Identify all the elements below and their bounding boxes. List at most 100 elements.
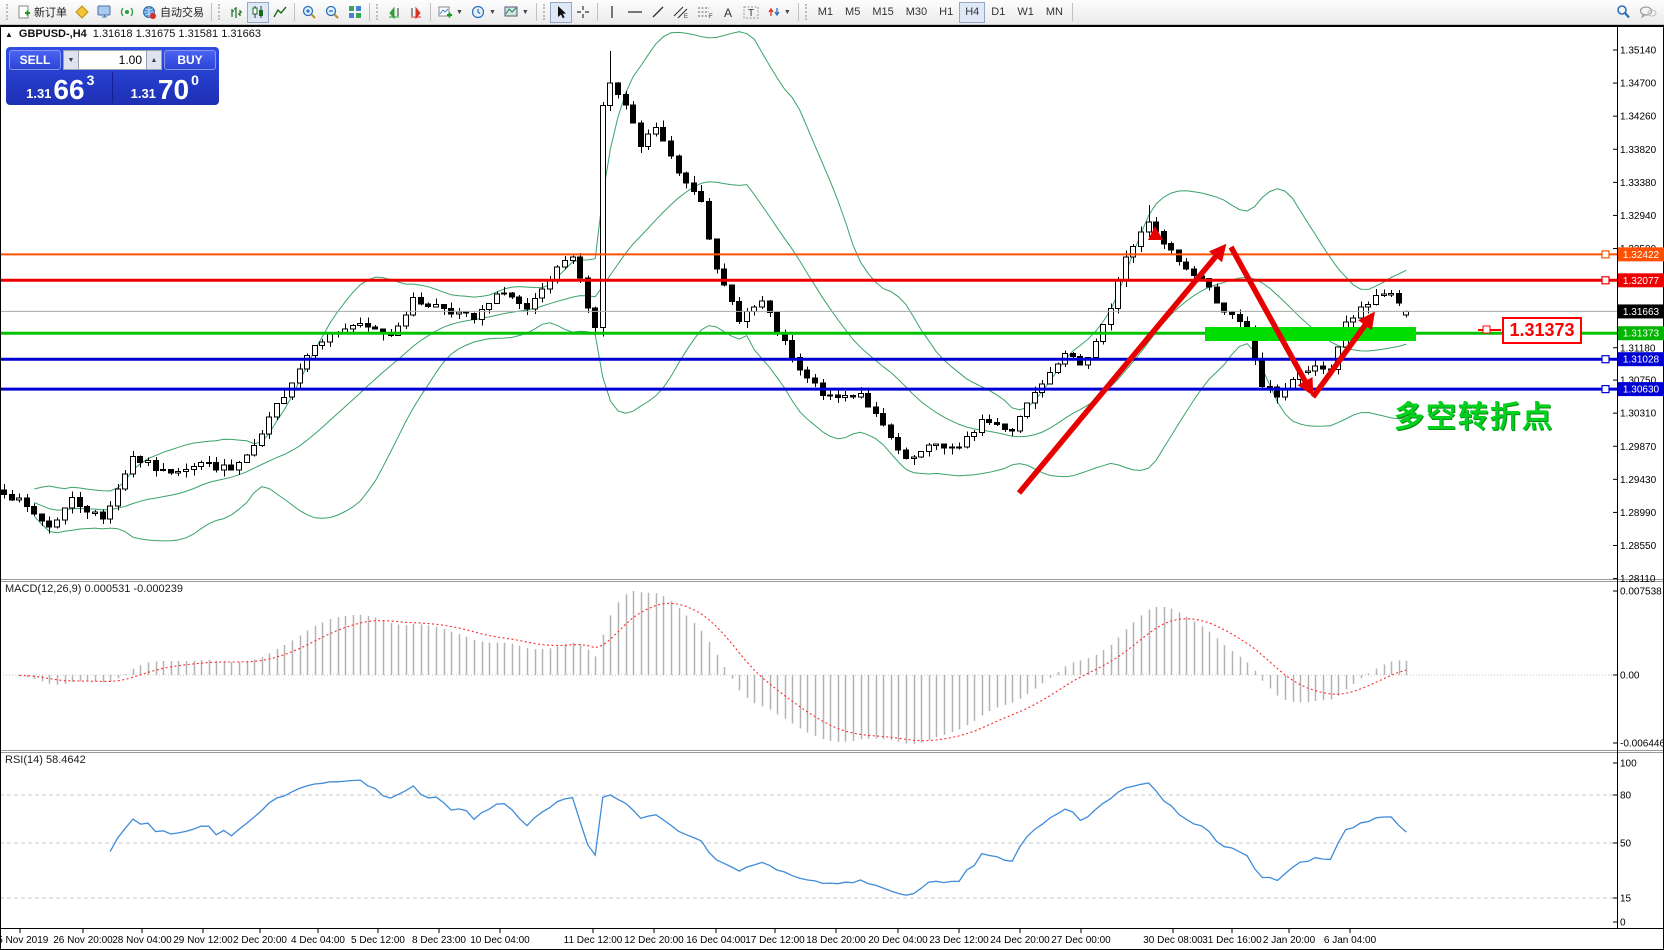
periods-button[interactable]: ▼ — [467, 2, 500, 23]
arrows-objects-button[interactable]: ▼ — [763, 2, 795, 23]
template-button[interactable]: ▼ — [500, 2, 533, 23]
toolbar-drag-handle[interactable] — [6, 4, 10, 20]
svg-text:1.29430: 1.29430 — [1620, 475, 1657, 486]
tile-windows-button[interactable] — [344, 2, 366, 23]
sell-button[interactable]: SELL — [9, 50, 61, 70]
new-order-button[interactable]: 新订单 — [13, 2, 71, 23]
svg-text:1.32077: 1.32077 — [1623, 276, 1660, 287]
volume-decrease-button[interactable]: ▼ — [63, 50, 79, 70]
peak-marker-triangle[interactable] — [1148, 226, 1163, 240]
hourglass-icon — [75, 5, 89, 19]
tf-button-M30[interactable]: M30 — [900, 2, 933, 23]
new-order-icon — [17, 5, 31, 19]
toolbar: 新订单 自动交易 — [0, 0, 1664, 25]
collapse-arrow-icon[interactable]: ▲ — [5, 29, 13, 39]
svg-text:80: 80 — [1620, 791, 1632, 802]
equidistant-channel-button[interactable]: E — [669, 2, 693, 23]
svg-text:1.34700: 1.34700 — [1620, 79, 1657, 90]
zoom-out-button[interactable] — [321, 2, 344, 23]
svg-text:50: 50 — [1620, 839, 1632, 850]
zoom-in-button[interactable] — [298, 2, 321, 23]
history-center-button[interactable] — [71, 2, 93, 23]
new-chart-icon — [438, 5, 453, 19]
volume-input[interactable] — [79, 50, 146, 70]
buy-price-small: 1.31 — [130, 86, 156, 101]
cursor-button[interactable] — [549, 1, 572, 23]
tf-button-M15[interactable]: M15 — [866, 2, 899, 23]
price-callout-label[interactable]: 1.31373 — [1502, 317, 1582, 344]
price-axis[interactable]: 1.35140 1.34700 1.34260 1.33820 1.33380 1.329… — [1613, 26, 1664, 929]
toolbar-drag-handle[interactable] — [804, 4, 809, 20]
tf-button-W1[interactable]: W1 — [1011, 2, 1040, 23]
trendline-icon — [651, 5, 665, 19]
line-chart-button[interactable] — [269, 2, 291, 23]
fibonacci-button[interactable]: F — [693, 2, 717, 23]
chat-button[interactable] — [1635, 2, 1661, 23]
text-button[interactable]: A — [717, 2, 739, 23]
candlestick-chart-button[interactable] — [247, 1, 269, 23]
signals-button[interactable] — [116, 2, 138, 23]
tf-button-D1[interactable]: D1 — [985, 2, 1011, 23]
buy-price-big: 70 — [157, 73, 190, 105]
text-label-button[interactable]: T — [739, 2, 763, 23]
toolbar-drag-handle[interactable] — [542, 4, 547, 20]
volume-increase-button[interactable]: ▲ — [146, 50, 162, 70]
bar-chart-button[interactable] — [225, 2, 247, 23]
svg-text:23 Dec 12:00: 23 Dec 12:00 — [929, 935, 989, 946]
trendline-button[interactable] — [647, 2, 669, 23]
svg-text:F: F — [709, 14, 713, 19]
turning-point-annotation[interactable]: 多空转折点 — [1394, 401, 1554, 434]
panel-separators[interactable] — [0, 25, 1664, 950]
autotrade-button[interactable]: 自动交易 — [138, 2, 208, 23]
trend-arrows[interactable] — [1016, 243, 1376, 495]
svg-text:16 Dec 04:00: 16 Dec 04:00 — [686, 935, 746, 946]
buy-button[interactable]: BUY — [164, 50, 216, 70]
svg-text:1.34260: 1.34260 — [1620, 112, 1657, 123]
svg-text:100: 100 — [1620, 759, 1637, 770]
svg-text:29 Nov 12:00: 29 Nov 12:00 — [173, 935, 233, 946]
rsi-indicator-label: RSI(14) 58.4642 — [5, 754, 86, 766]
zoom-in-icon — [302, 5, 317, 20]
svg-text:25 Nov 2019: 25 Nov 2019 — [0, 935, 49, 946]
tf-button-H4[interactable]: H4 — [959, 1, 986, 23]
tf-button-H1[interactable]: H1 — [933, 2, 959, 23]
search-button[interactable] — [1611, 2, 1635, 23]
horizontal-line-button[interactable] — [623, 2, 647, 23]
toolbar-separator — [596, 3, 598, 21]
svg-text:18 Dec 20:00: 18 Dec 20:00 — [806, 935, 866, 946]
tf-button-M5[interactable]: M5 — [839, 2, 866, 23]
channel-icon: E — [673, 5, 689, 19]
bar-chart-icon — [229, 5, 243, 19]
svg-text:1.30310: 1.30310 — [1620, 409, 1657, 420]
chart-symbol: GBPUSD-,H4 — [18, 28, 87, 40]
svg-text:1.29870: 1.29870 — [1620, 442, 1657, 453]
new-order-label: 新订单 — [34, 7, 67, 19]
auto-scroll-icon — [387, 5, 401, 19]
sell-price[interactable]: 1.31 66 3 — [9, 72, 113, 103]
svg-text:10 Dec 04:00: 10 Dec 04:00 — [470, 935, 530, 946]
text-label-icon: T — [743, 5, 759, 19]
dropdown-arrow: ▼ — [783, 8, 791, 16]
tf-button-MN[interactable]: MN — [1040, 2, 1069, 23]
svg-text:A: A — [724, 6, 732, 19]
buy-price[interactable]: 1.31 70 0 — [114, 72, 217, 103]
toolbar-drag-handle[interactable] — [218, 4, 222, 20]
vertical-line-button[interactable] — [601, 2, 623, 23]
svg-text:27 Dec 00:00: 27 Dec 00:00 — [1051, 935, 1111, 946]
chart-ohlc-values: 1.31618 1.31675 1.31581 1.31663 — [92, 28, 261, 40]
dropdown-arrow: ▼ — [521, 8, 529, 16]
auto-scroll-button[interactable] — [383, 2, 405, 23]
template-icon — [504, 5, 519, 19]
new-chart-button[interactable]: ▼ — [434, 2, 467, 23]
market-watch-button[interactable] — [93, 2, 116, 23]
highlight-band[interactable] — [1205, 327, 1416, 341]
chart-shift-button[interactable] — [405, 2, 427, 23]
svg-text:1.30630: 1.30630 — [1623, 385, 1660, 396]
toolbar-drag-handle[interactable] — [376, 4, 380, 20]
svg-text:2 Jan 20:00: 2 Jan 20:00 — [1263, 935, 1316, 946]
crosshair-button[interactable] — [572, 2, 594, 23]
chat-icon — [1639, 5, 1657, 20]
tf-button-M1[interactable]: M1 — [812, 2, 839, 23]
